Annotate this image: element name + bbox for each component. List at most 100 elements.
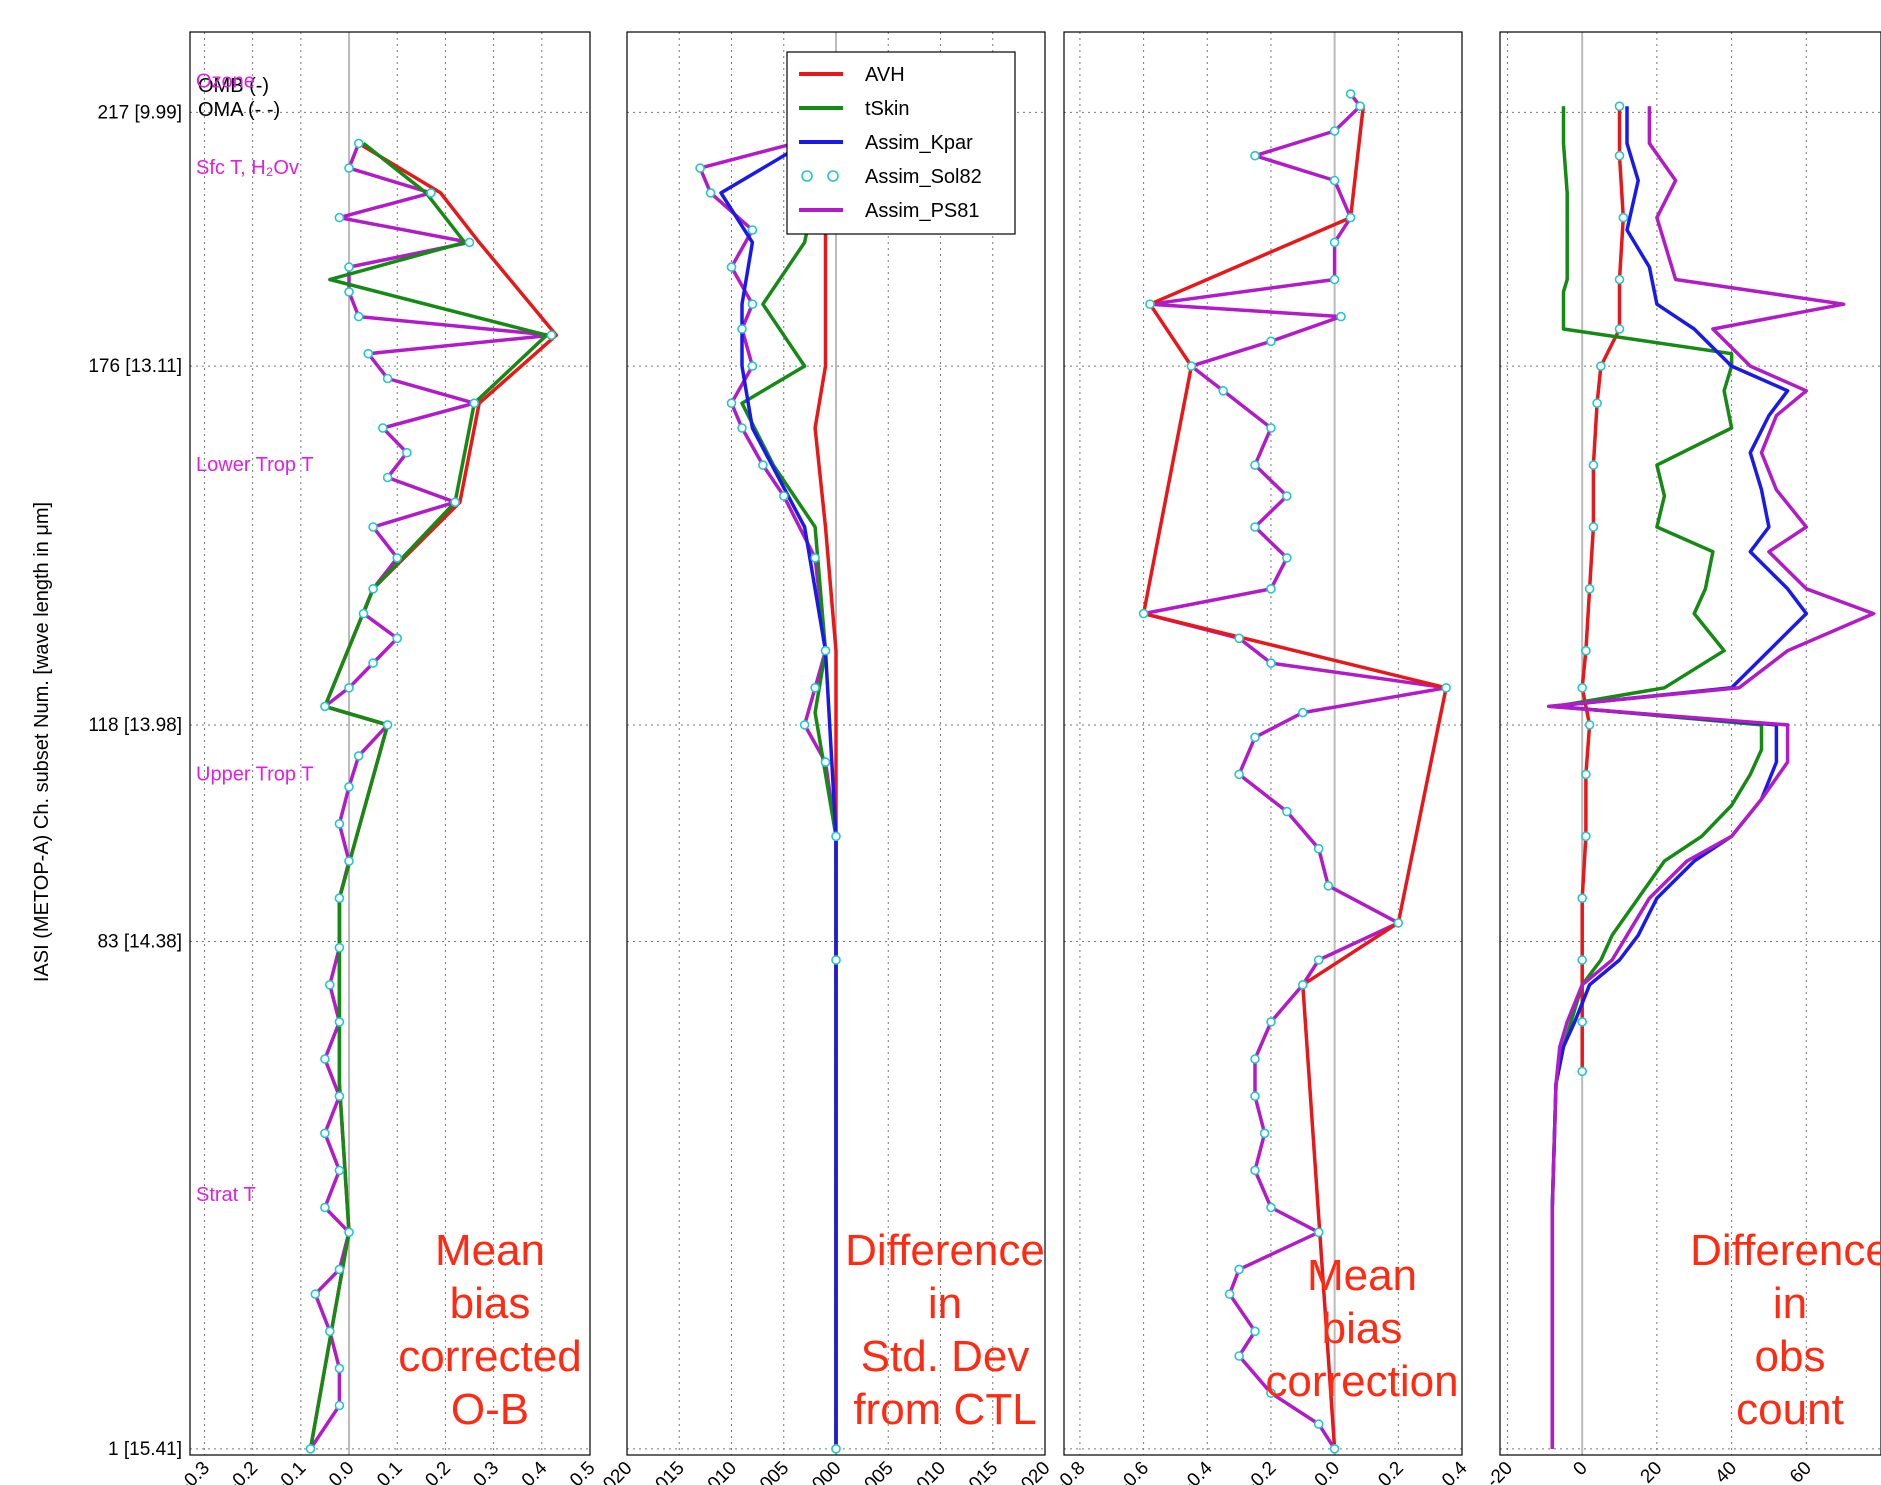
sol82-point	[344, 856, 354, 866]
sol82-point	[358, 608, 369, 619]
y-axis-label: IASI (METOP-A) Ch. subset Num. [wave len…	[31, 502, 53, 982]
sol82-point	[344, 1227, 354, 1238]
sol82-point	[1282, 491, 1292, 501]
sol82-point	[1250, 522, 1260, 532]
series-line-assim-ps81	[1141, 92, 1448, 1450]
sol82-point	[726, 262, 737, 272]
panels-layer: -0.3 -0.2 -0.1 0.0 0.1 0.2 0.3 0.4 0.5 217 [9.99]…	[88, 31, 1881, 1485]
sol82-point	[1250, 150, 1260, 161]
series-line-tskin	[308, 142, 549, 1450]
sol82-point	[1250, 1165, 1260, 1176]
sol82-point	[1266, 1388, 1276, 1398]
series-group	[1546, 101, 1877, 1449]
line-style-note: OMA (- -)	[198, 99, 280, 121]
sol82-point	[334, 1400, 345, 1411]
sol82-point	[778, 491, 789, 501]
sol82-point	[392, 553, 403, 563]
x-tick-label: 0.010	[902, 1458, 950, 1485]
sol82-point	[1329, 175, 1340, 186]
x-tick-label: 0.2	[1374, 1458, 1408, 1485]
sol82-point	[344, 262, 354, 272]
sol82-point	[382, 472, 393, 483]
x-tick-label: 0.4	[518, 1457, 552, 1485]
panel-title-line: from CTL	[853, 1385, 1036, 1434]
sol82-point	[1266, 336, 1276, 347]
sol82-point	[1441, 682, 1451, 693]
sol82-point	[450, 497, 460, 508]
sol82-point	[1592, 398, 1602, 409]
legend-entry: Assim_Sol82	[801, 166, 982, 188]
sol82-point	[305, 1444, 316, 1454]
sol82-point	[1577, 893, 1587, 904]
legend-entry: Assim_Kpar	[799, 132, 973, 154]
x-tick-label: -0.2	[224, 1458, 262, 1485]
region-annotation: Upper Trop T	[196, 763, 313, 785]
sol82-point	[831, 831, 841, 842]
sol82-point	[368, 583, 378, 594]
panel-frame	[626, 31, 1046, 1456]
x-tick-label: -0.2	[1242, 1458, 1280, 1485]
panel-title-line: Difference	[845, 1226, 1045, 1275]
series-line-oma-assim-ps81	[1143, 93, 1447, 1450]
sol82-point	[1313, 955, 1324, 965]
sol82-point	[324, 1326, 335, 1337]
sol82-point	[1138, 608, 1149, 619]
legend-label: Assim_Kpar	[865, 132, 973, 154]
y-tick-label: 176 [13.11]	[88, 356, 182, 377]
x-tick-label: 0.000	[797, 1458, 845, 1485]
region-annotation: Lower Trop T	[196, 454, 313, 476]
series-line-assim-ps81	[698, 141, 838, 1449]
sol82-point	[1345, 212, 1356, 223]
sol82-point	[1355, 101, 1365, 111]
sol82-point	[334, 1165, 345, 1176]
sol82-point	[382, 373, 393, 384]
sol82-point	[1234, 1264, 1244, 1275]
sol82-point	[353, 751, 364, 761]
sol82-point	[1266, 583, 1276, 594]
panel-title-line: Difference	[1690, 1226, 1881, 1275]
sol82-point	[320, 1202, 330, 1213]
sol82-point	[758, 460, 768, 470]
panel-title-line: Std. Dev	[861, 1332, 1030, 1381]
sol82-point	[695, 163, 705, 173]
sol82-point	[1345, 89, 1356, 99]
sol82-point	[1588, 460, 1599, 470]
legend-label: tSkin	[865, 98, 909, 120]
sol82-point	[382, 720, 393, 730]
x-tick-label: 0.1	[373, 1458, 407, 1485]
panel-title-line: count	[1736, 1385, 1844, 1434]
series-line-oma-assim-ps81	[698, 142, 837, 1449]
panel-frame	[189, 31, 591, 1456]
sol82-point	[1266, 1202, 1276, 1213]
sol82-point	[1259, 1128, 1270, 1139]
series-line-oma-assim-ps81	[1548, 106, 1877, 1449]
panel-mean-bias-corrected: -0.3 -0.2 -0.1 0.0 0.1 0.2 0.3 0.4 0.5 217 [9.99]…	[88, 31, 600, 1485]
sol82-point	[1393, 918, 1404, 928]
x-tick-label: -20	[1483, 1458, 1517, 1485]
x-tick-label: 0.0	[1311, 1458, 1345, 1485]
sol82-point	[1313, 843, 1324, 854]
sol82-point	[334, 212, 345, 223]
sol82-point	[392, 633, 403, 644]
x-tick-label: 0	[1569, 1458, 1591, 1480]
x-tick-label: 0.3	[470, 1458, 504, 1485]
sol82-point	[1577, 955, 1587, 965]
x-tick-label: 60	[1786, 1458, 1816, 1485]
x-tick-label: 0.0	[325, 1458, 359, 1485]
x-tick-label: 0.5	[566, 1458, 600, 1485]
chart-legend: AVH tSkin Assim_Kpar Assim_Sol82 Assim_PS81	[786, 51, 1016, 235]
panel-title-line: correction	[1265, 1357, 1458, 1406]
sol82-point	[1218, 385, 1228, 396]
series-group	[1138, 89, 1451, 1454]
sol82-point	[334, 1017, 345, 1027]
sol82-point	[353, 138, 364, 149]
sol82-point	[334, 1091, 345, 1101]
sol82-point	[310, 1289, 321, 1299]
panel-title-line: corrected	[398, 1332, 581, 1381]
sol82-point	[1581, 769, 1591, 780]
sol82-point	[1313, 1419, 1324, 1429]
series-group	[695, 138, 869, 1454]
sol82-point	[747, 225, 758, 235]
